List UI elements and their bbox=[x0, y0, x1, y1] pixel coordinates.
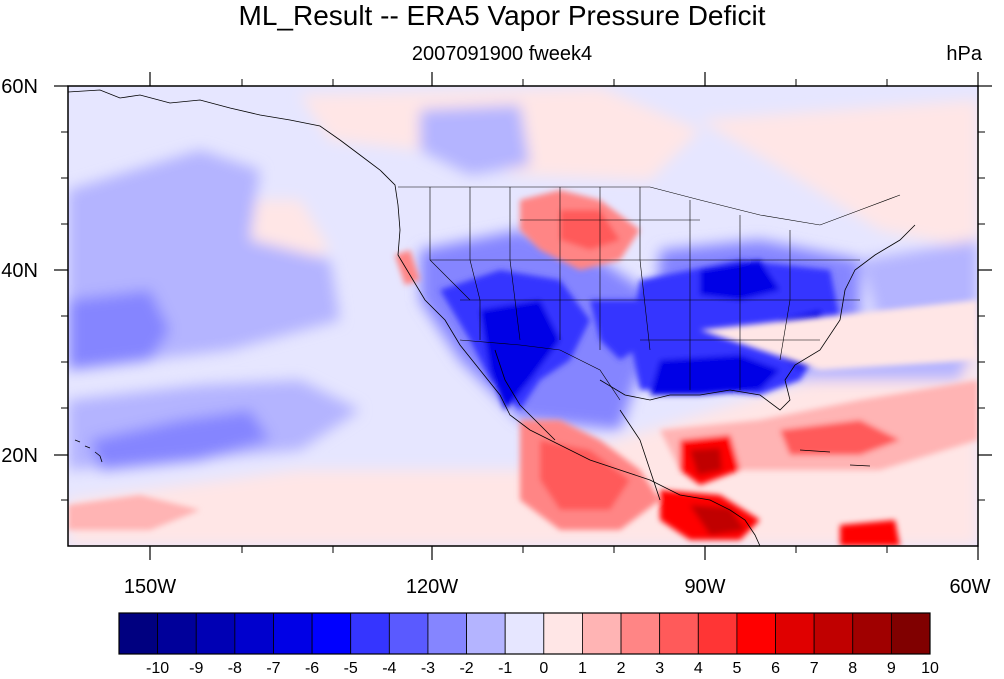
colorbar-tick-label: 6 bbox=[771, 660, 780, 677]
colorbar-tick-label: 5 bbox=[732, 660, 742, 677]
lat-label-60n: 60N bbox=[1, 76, 38, 98]
colorbar-tick-label: 1 bbox=[577, 660, 587, 677]
colorbar-tick-label: -3 bbox=[420, 660, 436, 677]
minor-ticks bbox=[61, 79, 985, 553]
colorbar-tick-label: -2 bbox=[459, 660, 474, 677]
map-subtitle: 2007091900 fweek4 bbox=[411, 43, 593, 65]
colorbar-tick-label: 4 bbox=[693, 660, 703, 677]
colorbar-swatch bbox=[504, 612, 545, 655]
colorbar-swatch bbox=[350, 612, 390, 655]
colorbar-swatch bbox=[466, 612, 506, 655]
colorbar-tick-label: 8 bbox=[848, 660, 858, 677]
colorbar-swatch bbox=[311, 612, 352, 655]
colorbar-tick-label: -6 bbox=[304, 660, 320, 677]
colorbar-swatch bbox=[775, 612, 815, 655]
colorbar-swatch bbox=[582, 612, 622, 655]
colorbar-tick-label: 7 bbox=[809, 660, 819, 677]
lon-label-90w: 90W bbox=[684, 576, 726, 598]
colorbar-swatch bbox=[195, 612, 236, 655]
colorbar-tick-label: -1 bbox=[498, 660, 513, 677]
colorbar-swatch bbox=[620, 612, 661, 655]
colorbar-tick-label: -4 bbox=[382, 660, 397, 677]
colorbar-swatch bbox=[118, 612, 159, 655]
colorbar-swatch bbox=[659, 612, 699, 655]
colorbar-swatch bbox=[388, 612, 429, 655]
colorbar-swatch bbox=[543, 612, 583, 655]
colorbar-swatch bbox=[427, 612, 467, 655]
colorbar-swatch bbox=[234, 612, 274, 655]
colorbar-tick-label: 0 bbox=[539, 660, 549, 677]
colorbar-swatch bbox=[852, 612, 892, 655]
lat-label-40n: 40N bbox=[1, 260, 38, 282]
lon-label-150w: 150W bbox=[123, 576, 177, 598]
colorbar-swatch bbox=[157, 612, 197, 655]
colorbar-swatch bbox=[273, 612, 313, 655]
colorbar-tick-label: 10 bbox=[921, 660, 939, 677]
lat-label-20n: 20N bbox=[1, 445, 38, 467]
colorbar-swatch bbox=[736, 612, 776, 655]
colorbar bbox=[118, 612, 931, 655]
borders bbox=[398, 186, 901, 401]
colorbar-tick-label: 3 bbox=[655, 660, 665, 677]
colorbar-tick-label: -5 bbox=[343, 660, 358, 677]
colorbar-swatch bbox=[890, 612, 931, 655]
colorbar-tick-label: -10 bbox=[146, 660, 170, 677]
colorbar-frame bbox=[118, 612, 931, 655]
lon-label-60w: 60W bbox=[949, 576, 991, 598]
units-label: hPa bbox=[946, 43, 982, 65]
colorbar-tick-label: -7 bbox=[266, 660, 281, 677]
colorbar-tick-label: 2 bbox=[616, 660, 626, 677]
vpd-field bbox=[68, 86, 978, 546]
lon-ticks bbox=[54, 72, 992, 560]
colorbar-tick-label: -8 bbox=[227, 660, 242, 677]
map-title: ML_Result -- ERA5 Vapor Pressure Deficit bbox=[238, 0, 766, 31]
colorbar-tick-label: -9 bbox=[189, 660, 204, 677]
colorbar-swatch bbox=[697, 612, 738, 655]
colorbar-tick-label: 9 bbox=[886, 660, 896, 677]
coastlines bbox=[68, 89, 916, 546]
colorbar-swatch bbox=[813, 612, 854, 655]
lon-label-120w: 120W bbox=[405, 576, 459, 598]
